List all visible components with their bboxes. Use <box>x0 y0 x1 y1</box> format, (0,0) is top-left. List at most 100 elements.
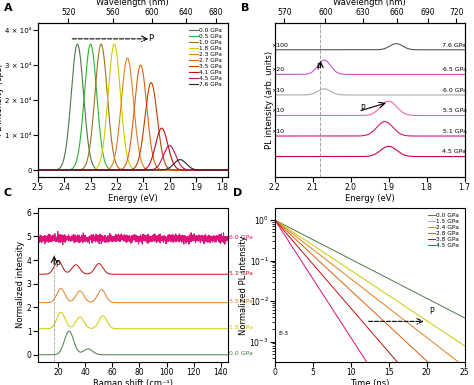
0.0 GPa <box>420 294 426 299</box>
1.5 GPa <box>423 318 429 323</box>
Text: 0.0 GPa: 0.0 GPa <box>229 351 253 356</box>
Text: ×100: ×100 <box>271 43 288 48</box>
1.8 GPa <box>115 60 120 65</box>
0.0 GPa <box>45 353 50 357</box>
4.5 GPa <box>356 347 361 352</box>
3.5 GPa <box>45 300 50 305</box>
Text: ×20: ×20 <box>271 67 284 72</box>
2.8 GPa <box>402 338 408 343</box>
0.0 GPa <box>184 353 190 357</box>
7.6 GPa <box>22 168 27 172</box>
0.5 GPa <box>190 168 196 172</box>
X-axis label: Time (ns): Time (ns) <box>350 378 390 385</box>
Line: 3.5 GPa: 3.5 GPa <box>38 288 228 303</box>
2.4 GPa <box>420 332 426 337</box>
3.5 GPa <box>44 168 49 172</box>
0.5 GPa <box>167 168 173 172</box>
1.5 GPa <box>292 231 297 235</box>
3.5 GPa <box>219 300 225 305</box>
Line: 1.8 GPa: 1.8 GPa <box>25 44 236 170</box>
Text: 6.0 GPa: 6.0 GPa <box>229 235 253 240</box>
1.8 GPa <box>190 168 196 172</box>
5.1 GPa <box>122 272 128 276</box>
0.0 GPa <box>115 168 120 172</box>
Line: 0.0 GPa: 0.0 GPa <box>38 331 228 355</box>
X-axis label: Raman shift (cm⁻¹): Raman shift (cm⁻¹) <box>93 378 173 385</box>
1.0 GPa <box>107 125 113 130</box>
0.0 GPa <box>107 168 113 172</box>
2.7 GPa <box>233 168 238 172</box>
Text: P: P <box>317 63 321 72</box>
4.5 GPa <box>167 143 173 148</box>
2.8 GPa <box>272 218 278 223</box>
1.5 GPa <box>349 269 355 273</box>
Y-axis label: PL intensity (cps): PL intensity (cps) <box>0 64 4 136</box>
6.0 GPa <box>122 238 128 243</box>
1.8 GPa <box>135 326 140 331</box>
2.4 GPa <box>272 218 278 223</box>
2.4 GPa <box>402 318 408 323</box>
2.8 GPa <box>356 295 361 300</box>
1.0 GPa <box>233 168 238 172</box>
4.5 GPa <box>186 167 192 172</box>
Text: 6.0 GPa: 6.0 GPa <box>443 88 466 93</box>
4.5 GPa <box>190 168 196 172</box>
Text: 4.5 GPa: 4.5 GPa <box>442 149 466 154</box>
5.1 GPa <box>184 272 190 276</box>
1.5 GPa <box>356 273 361 278</box>
0.0 GPa <box>190 168 196 172</box>
3.8 GPa <box>402 369 408 373</box>
Text: D: D <box>233 187 243 198</box>
0.0 GPa <box>128 353 133 357</box>
Text: ×10: ×10 <box>271 88 284 93</box>
5.1 GPa <box>128 272 133 276</box>
Text: 3.5 GPa: 3.5 GPa <box>229 299 253 304</box>
3.5 GPa <box>186 168 192 172</box>
Line: 4.1 GPa: 4.1 GPa <box>25 128 236 170</box>
4.5 GPa <box>233 168 238 172</box>
6.0 GPa <box>35 236 41 240</box>
0.0 GPa <box>292 228 297 233</box>
1.8 GPa <box>107 70 113 74</box>
3.5 GPa <box>184 300 190 305</box>
2.7 GPa <box>186 168 192 172</box>
2.3 GPa <box>233 168 238 172</box>
Text: 5.1 GPa: 5.1 GPa <box>443 129 466 134</box>
5.1 GPa <box>219 272 225 276</box>
6.0 GPa <box>184 239 190 244</box>
5.1 GPa <box>55 259 61 263</box>
Line: 4.5 GPa: 4.5 GPa <box>275 220 465 385</box>
Line: 0.0 GPa: 0.0 GPa <box>275 220 465 318</box>
1.0 GPa <box>115 164 120 169</box>
2.3 GPa <box>22 168 27 172</box>
Text: P: P <box>148 33 154 43</box>
Text: A: A <box>4 3 12 13</box>
1.8 GPa <box>45 326 50 331</box>
4.1 GPa <box>107 168 113 172</box>
0.0 GPa <box>35 353 41 357</box>
2.3 GPa <box>190 168 196 172</box>
3.8 GPa <box>292 240 297 245</box>
6.0 GPa <box>60 243 65 247</box>
5.1 GPa <box>45 271 50 276</box>
Text: C: C <box>4 187 12 198</box>
2.3 GPa <box>125 56 130 60</box>
3.5 GPa <box>219 300 225 305</box>
4.1 GPa <box>44 168 49 172</box>
6.0 GPa <box>55 229 61 234</box>
Legend: 0.0 GPa, 0.5 GPa, 1.0 GPa, 1.8 GPa, 2.3 GPa, 2.7 GPa, 3.5 GPa, 4.1 GPa, 4.5 GPa,: 0.0 GPa, 0.5 GPa, 1.0 GPa, 1.8 GPa, 2.3 … <box>187 26 225 89</box>
2.8 GPa <box>420 355 426 360</box>
Y-axis label: Normalized PL intensity: Normalized PL intensity <box>239 235 248 335</box>
3.8 GPa <box>272 218 278 223</box>
7.6 GPa <box>190 167 196 171</box>
Line: 3.5 GPa: 3.5 GPa <box>25 83 236 170</box>
Text: 5.1 GPa: 5.1 GPa <box>229 271 253 276</box>
X-axis label: Wavelength (nm): Wavelength (nm) <box>96 0 169 7</box>
4.5 GPa <box>292 248 297 252</box>
0.0 GPa <box>233 168 238 172</box>
3.5 GPa <box>225 300 230 305</box>
1.5 GPa <box>462 343 467 348</box>
6.0 GPa <box>219 236 225 241</box>
5.1 GPa <box>219 272 225 276</box>
2.7 GPa <box>137 63 143 67</box>
